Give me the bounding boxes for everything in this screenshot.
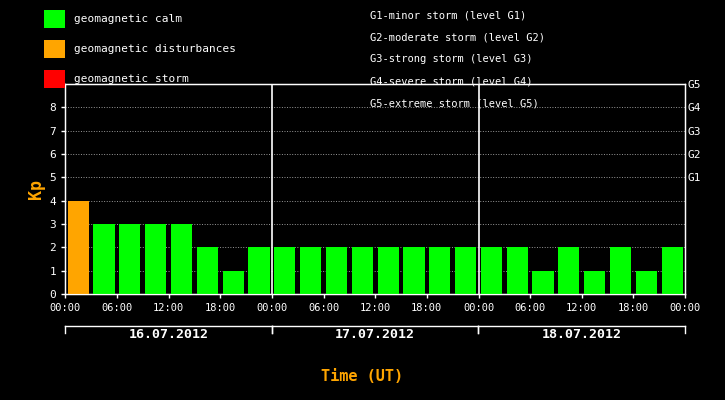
Text: G3-strong storm (level G3): G3-strong storm (level G3) xyxy=(370,54,532,64)
Bar xyxy=(145,224,166,294)
Bar xyxy=(481,247,502,294)
Bar xyxy=(507,247,528,294)
Bar xyxy=(94,224,115,294)
Text: geomagnetic storm: geomagnetic storm xyxy=(74,74,188,84)
Bar xyxy=(662,247,683,294)
Text: geomagnetic disturbances: geomagnetic disturbances xyxy=(74,44,236,54)
Bar xyxy=(274,247,295,294)
Bar xyxy=(223,271,244,294)
Bar xyxy=(378,247,399,294)
Bar xyxy=(403,247,425,294)
Text: Time (UT): Time (UT) xyxy=(321,369,404,384)
Y-axis label: Kp: Kp xyxy=(28,179,45,199)
Text: 18.07.2012: 18.07.2012 xyxy=(542,328,622,341)
Text: G5-extreme storm (level G5): G5-extreme storm (level G5) xyxy=(370,98,539,108)
Text: G4-severe storm (level G4): G4-severe storm (level G4) xyxy=(370,76,532,86)
Bar xyxy=(584,271,605,294)
Bar xyxy=(300,247,321,294)
Bar xyxy=(352,247,373,294)
Bar xyxy=(119,224,141,294)
Text: G1-minor storm (level G1): G1-minor storm (level G1) xyxy=(370,10,526,20)
Bar xyxy=(249,247,270,294)
Bar xyxy=(636,271,657,294)
Bar xyxy=(610,247,631,294)
Text: geomagnetic calm: geomagnetic calm xyxy=(74,14,182,24)
Bar xyxy=(196,247,218,294)
Bar xyxy=(67,201,88,294)
Bar xyxy=(171,224,192,294)
Bar xyxy=(455,247,476,294)
Text: 17.07.2012: 17.07.2012 xyxy=(335,328,415,341)
Bar xyxy=(429,247,450,294)
Bar xyxy=(532,271,554,294)
Bar xyxy=(558,247,579,294)
Text: G2-moderate storm (level G2): G2-moderate storm (level G2) xyxy=(370,32,544,42)
Bar xyxy=(326,247,347,294)
Text: 16.07.2012: 16.07.2012 xyxy=(128,328,209,341)
